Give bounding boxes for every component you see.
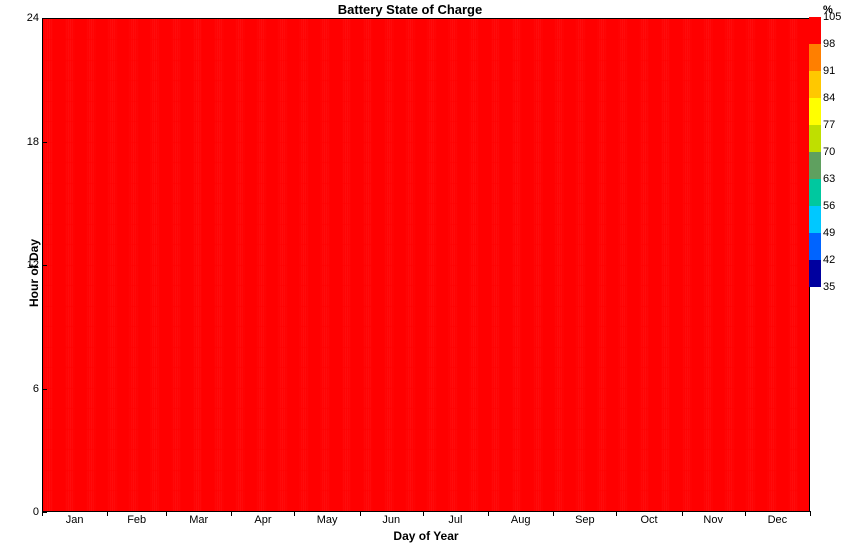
- y-tick-mark: [42, 265, 47, 266]
- legend-swatch: [809, 98, 821, 125]
- x-tick-mark: [616, 511, 617, 516]
- x-tick-mark: [488, 511, 489, 516]
- x-tick-mark: [231, 511, 232, 516]
- y-tick-label: 24: [9, 12, 39, 24]
- legend-swatch: [809, 260, 821, 287]
- legend-swatch: [809, 206, 821, 233]
- legend-swatch: [809, 125, 821, 152]
- y-tick-label: 6: [9, 383, 39, 395]
- x-tick-mark: [810, 511, 811, 516]
- y-tick-label: 18: [9, 136, 39, 148]
- x-tick-label: Aug: [511, 514, 531, 526]
- x-tick-mark: [682, 511, 683, 516]
- legend-swatch: [809, 179, 821, 206]
- x-tick-mark: [745, 511, 746, 516]
- legend-swatch: [809, 44, 821, 71]
- x-tick-label: Jul: [448, 514, 462, 526]
- y-tick-mark: [42, 18, 47, 19]
- x-tick-label: Feb: [127, 514, 146, 526]
- y-tick-mark: [42, 142, 47, 143]
- x-tick-mark: [107, 511, 108, 516]
- chart-title: Battery State of Charge: [0, 2, 820, 17]
- heatmap-plot: [42, 18, 810, 512]
- x-tick-label: Apr: [254, 514, 271, 526]
- y-tick-label: 12: [9, 259, 39, 271]
- x-tick-label: Oct: [640, 514, 657, 526]
- y-axis-label: Hour of Day: [27, 238, 41, 306]
- x-tick-mark: [166, 511, 167, 516]
- x-tick-label: May: [317, 514, 338, 526]
- x-tick-label: Jan: [66, 514, 84, 526]
- x-tick-label: Dec: [768, 514, 788, 526]
- x-tick-mark: [423, 511, 424, 516]
- legend-swatch: [809, 233, 821, 260]
- legend-swatch: [809, 71, 821, 98]
- color-legend: % 10598918477706356494235: [809, 4, 843, 287]
- x-tick-label: Sep: [575, 514, 595, 526]
- x-tick-mark: [294, 511, 295, 516]
- heatmap-canvas: [43, 19, 809, 511]
- x-tick-label: Nov: [703, 514, 723, 526]
- x-tick-mark: [42, 511, 43, 516]
- legend-swatch: [809, 17, 821, 44]
- y-tick-label: 0: [9, 506, 39, 518]
- x-axis-label: Day of Year: [42, 529, 810, 543]
- x-tick-mark: [553, 511, 554, 516]
- x-tick-label: Mar: [189, 514, 208, 526]
- x-tick-label: Jun: [382, 514, 400, 526]
- legend-swatch: [809, 152, 821, 179]
- y-tick-mark: [42, 389, 47, 390]
- x-tick-mark: [360, 511, 361, 516]
